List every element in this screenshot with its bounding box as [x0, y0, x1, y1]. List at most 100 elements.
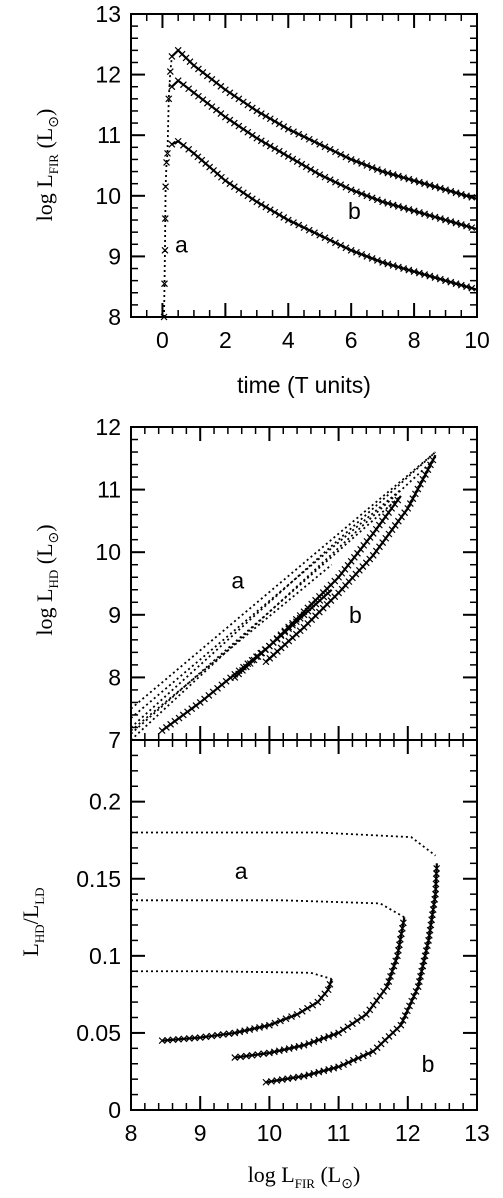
- cross-marker: [415, 269, 423, 277]
- series-line: [234, 495, 402, 679]
- panel-2-ylabel-main: log L: [32, 589, 57, 636]
- y-tick-label: 8: [108, 664, 121, 690]
- cross-marker: [408, 997, 416, 1005]
- cross-marker: [442, 186, 449, 194]
- cross-marker: [246, 1026, 254, 1034]
- cross-marker: [241, 1027, 249, 1035]
- cross-marker: [394, 517, 402, 525]
- x-tick-label: 11: [327, 1120, 351, 1146]
- cross-marker: [380, 987, 388, 995]
- cross-marker: [335, 1063, 343, 1071]
- cross-marker: [244, 101, 252, 109]
- cross-marker: [420, 957, 428, 965]
- cross-marker: [311, 138, 318, 146]
- series-dotted-line: [130, 451, 437, 710]
- cross-marker: [239, 125, 247, 133]
- cross-marker: [284, 216, 292, 224]
- cross-marker: [295, 221, 303, 229]
- cross-marker: [309, 1001, 317, 1009]
- cross-marker: [352, 158, 360, 165]
- cross-marker: [405, 175, 413, 183]
- panel-3-series: [131, 831, 441, 1086]
- cross-marker: [433, 865, 441, 872]
- x-tick-label: 13: [464, 1120, 490, 1146]
- cross-marker: [373, 257, 381, 264]
- cross-marker: [316, 140, 324, 148]
- cross-marker: [300, 1041, 308, 1049]
- cross-marker: [315, 1068, 323, 1076]
- cross-marker: [406, 1002, 413, 1010]
- x-tick-label: 8: [125, 1120, 138, 1146]
- cross-marker: [179, 141, 187, 149]
- cross-marker: [290, 1044, 298, 1051]
- cross-marker: [468, 284, 476, 292]
- cross-marker: [208, 75, 216, 83]
- cross-marker: [398, 513, 405, 521]
- cross-marker: [383, 983, 391, 991]
- y-tick-label: 7: [108, 727, 121, 753]
- panel-3-ylabel: LHD/LLD: [18, 887, 47, 956]
- curve-annotation-b: b: [422, 1051, 435, 1077]
- cross-marker: [230, 183, 238, 191]
- cross-marker: [295, 1042, 303, 1050]
- cross-marker: [162, 183, 170, 191]
- y-tick-label: 0: [108, 1097, 121, 1123]
- cross-marker: [305, 226, 313, 234]
- cross-marker: [315, 1036, 323, 1044]
- sun-symbol: ⊙: [47, 532, 62, 544]
- cross-marker: [457, 221, 465, 229]
- cross-marker: [221, 86, 229, 94]
- cross-marker: [266, 115, 274, 123]
- cross-marker: [376, 543, 383, 551]
- cross-marker: [265, 1049, 273, 1057]
- cross-marker: [160, 313, 168, 321]
- cross-marker: [298, 160, 306, 168]
- cross-marker: [431, 183, 439, 191]
- cross-marker: [426, 272, 434, 280]
- cross-marker: [253, 198, 261, 206]
- cross-marker: [175, 1035, 182, 1043]
- cross-marker: [203, 99, 211, 107]
- y-tick-label: 11: [97, 122, 121, 148]
- cross-marker: [190, 89, 198, 97]
- cross-marker: [421, 180, 429, 188]
- cross-marker: [394, 202, 402, 210]
- cross-marker: [230, 92, 238, 100]
- x-tick-label: 9: [194, 1120, 207, 1146]
- cross-marker: [293, 1010, 301, 1018]
- y-tick-label: 9: [108, 243, 121, 269]
- cross-marker: [217, 82, 225, 90]
- cross-marker: [332, 239, 339, 247]
- panel-1: 0 2 4 6 8 10 8 9 10 11 12 13 a b time (T units) log L…: [32, 1, 490, 398]
- cross-marker: [417, 972, 424, 980]
- cross-marker: [436, 275, 444, 283]
- cross-marker: [316, 171, 324, 179]
- cross-marker: [385, 530, 393, 538]
- cross-marker: [432, 890, 439, 898]
- cross-marker: [231, 1029, 239, 1037]
- cross-marker: [400, 265, 408, 272]
- cross-marker: [442, 216, 449, 224]
- cross-marker: [442, 277, 449, 285]
- cross-marker: [426, 212, 434, 219]
- cross-marker: [168, 83, 176, 91]
- cross-marker: [404, 504, 412, 512]
- cross-marker: [463, 222, 470, 230]
- cross-marker: [300, 133, 308, 141]
- cross-marker: [344, 1023, 352, 1031]
- cross-marker: [179, 711, 187, 719]
- cross-marker: [364, 1050, 372, 1058]
- cross-marker: [337, 241, 345, 249]
- cross-marker: [202, 1033, 210, 1041]
- panel-1-ylabel: log LFIR (L⊙): [32, 109, 62, 222]
- cross-marker: [180, 1035, 188, 1043]
- cross-marker: [265, 1021, 273, 1029]
- cross-marker: [353, 1017, 361, 1025]
- cross-marker: [321, 143, 329, 151]
- cross-marker: [289, 1074, 297, 1082]
- svg-text:LHD/LLD: LHD/LLD: [18, 887, 47, 956]
- cross-marker: [427, 461, 434, 469]
- series-dotted-line: [163, 56, 173, 318]
- cross-marker: [368, 194, 376, 202]
